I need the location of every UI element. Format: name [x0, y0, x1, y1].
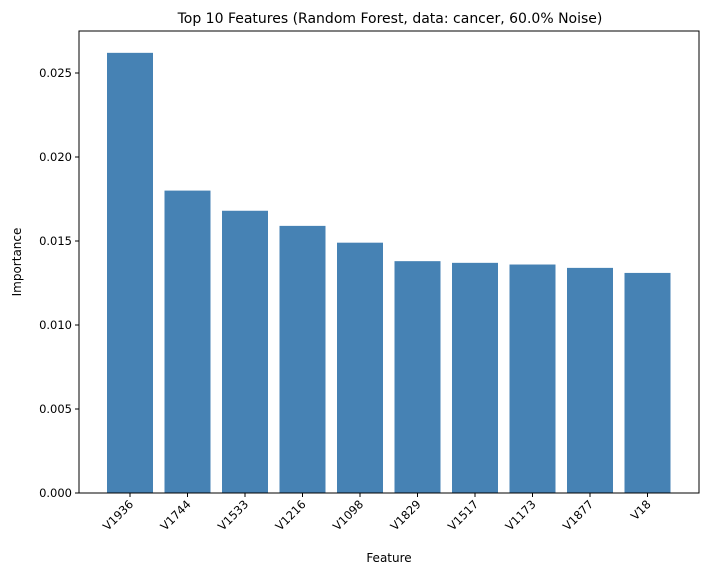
- x-tick-label-v1216: V1216: [272, 497, 308, 533]
- y-tick-label: 0.010: [39, 318, 72, 332]
- bar-v1744: [164, 190, 211, 493]
- bar-v1216: [279, 225, 326, 493]
- bar-v1098: [337, 242, 383, 493]
- x-tick-label-v1744: V1744: [157, 497, 193, 533]
- y-axis: 0.000 0.005 0.010 0.015 0.020 0.025: [39, 66, 79, 500]
- bar-v18: [624, 272, 671, 493]
- plot-area: [107, 52, 671, 494]
- y-tick-label: 0.020: [39, 150, 72, 164]
- bar-v1936: [107, 52, 153, 494]
- bar-v1533: [222, 210, 268, 493]
- bar-v1877: [567, 267, 613, 493]
- x-tick-label-v1098: V1098: [330, 497, 366, 533]
- bar-v1173: [509, 264, 556, 493]
- y-tick-label: 0.015: [39, 234, 72, 248]
- x-tick-label-v1517: V1517: [445, 497, 481, 533]
- x-tick-label-v1173: V1173: [502, 497, 538, 533]
- y-tick-label: 0.005: [39, 402, 72, 416]
- x-tick-label-v1533: V1533: [215, 497, 251, 533]
- x-tick-label-v1877: V1877: [560, 497, 596, 533]
- y-tick-label: 0.025: [39, 66, 72, 80]
- x-tick-label-v1829: V1829: [387, 497, 423, 533]
- bar-v1517: [452, 262, 498, 493]
- y-axis-label: Importance: [10, 228, 24, 297]
- x-tick-label-v1936: V1936: [100, 497, 136, 533]
- x-axis-label: Feature: [366, 551, 411, 565]
- bar-v1829: [394, 261, 441, 493]
- x-tick-label-v18: V18: [628, 497, 654, 523]
- x-axis: V1936 V1744 V1533 V1216 V1098 V1829 V1517 V1173…: [100, 493, 654, 533]
- chart-title: Top 10 Features (Random Forest, data: ca…: [177, 11, 603, 27]
- plot-frame: [78, 30, 700, 494]
- y-tick-label: 0.000: [39, 486, 72, 500]
